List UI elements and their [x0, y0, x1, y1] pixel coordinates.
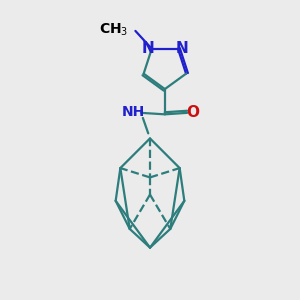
Text: N: N: [142, 41, 154, 56]
Text: CH$_3$: CH$_3$: [99, 21, 128, 38]
Text: N: N: [176, 41, 188, 56]
Text: NH: NH: [122, 105, 145, 119]
Text: O: O: [186, 105, 199, 120]
